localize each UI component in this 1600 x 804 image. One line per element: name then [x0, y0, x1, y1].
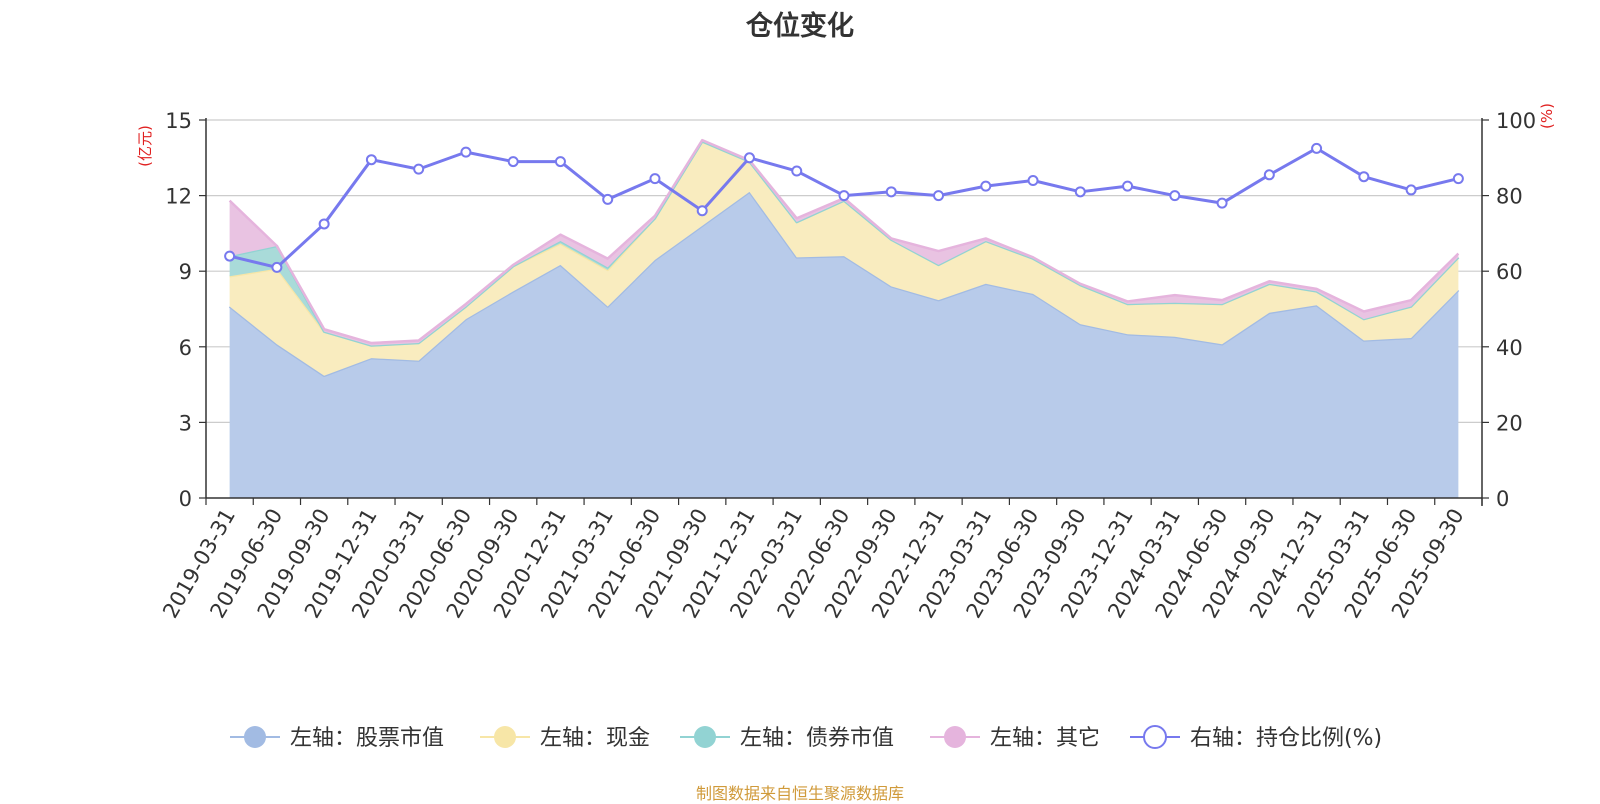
left-axis-label: 0 — [179, 487, 192, 511]
holding-ratio-point — [1074, 186, 1086, 198]
right-axis-label: 100 — [1496, 109, 1536, 133]
holding-ratio-point — [1169, 190, 1181, 202]
legend-marker — [944, 726, 966, 748]
legend-marker — [494, 726, 516, 748]
holding-ratio-point — [554, 156, 566, 168]
holding-ratio-point — [980, 180, 992, 192]
holding-ratio-point — [1452, 173, 1464, 185]
holding-ratio-point — [1311, 142, 1323, 154]
holding-ratio-point — [791, 165, 803, 177]
holding-ratio-point — [649, 173, 661, 185]
chart-title: 仓位变化 — [746, 11, 854, 42]
legend-label: 左轴：债券市值 — [740, 726, 894, 751]
area-左轴：现金 — [229, 141, 1459, 376]
right-axis-label: 80 — [1496, 185, 1523, 209]
holding-ratio-point — [365, 154, 377, 166]
holding-ratio-point — [1263, 169, 1275, 181]
holding-ratio-point — [1122, 180, 1134, 192]
legend-label: 左轴：其它 — [990, 726, 1100, 751]
holding-ratio-point — [1358, 171, 1370, 183]
right-axis-label: 0 — [1496, 487, 1509, 511]
legend-marker — [694, 726, 716, 748]
holding-ratio-point — [885, 186, 897, 198]
holding-ratio-point — [1216, 197, 1228, 209]
legend-label: 左轴：现金 — [540, 726, 650, 751]
left-axis-label: 6 — [179, 336, 192, 360]
right-axis-label: 60 — [1496, 260, 1523, 284]
left-axis-label: 3 — [179, 411, 192, 435]
holding-ratio-point — [460, 146, 472, 158]
data-source-note: 制图数据来自恒生聚源数据库 — [695, 784, 904, 803]
holding-ratio-point — [413, 163, 425, 175]
holding-ratio-point — [743, 152, 755, 164]
legend-marker — [1143, 725, 1167, 749]
right-axis-label: 20 — [1496, 411, 1523, 435]
legend-label: 左轴：股票市值 — [290, 726, 444, 751]
holding-ratio-point — [838, 190, 850, 202]
right-axis-label: 40 — [1496, 336, 1523, 360]
holding-ratio-point — [224, 250, 236, 262]
left-axis-label: 12 — [165, 185, 192, 209]
holding-ratio-point — [1405, 184, 1417, 196]
holding-ratio-point — [271, 261, 283, 273]
left-axis-label: 15 — [165, 109, 192, 133]
legend-marker — [244, 726, 266, 748]
left-axis-label: 9 — [179, 260, 192, 284]
holding-ratio-point — [602, 193, 614, 205]
area-左轴：股票市值 — [229, 191, 1459, 498]
holding-ratio-point — [696, 205, 708, 217]
holding-ratio-point — [933, 190, 945, 202]
left-axis-unit: (亿元) — [136, 125, 154, 167]
holding-ratio-point — [1027, 174, 1039, 186]
holding-ratio-point — [318, 218, 330, 230]
right-axis-unit: (%) — [1538, 103, 1556, 129]
holding-ratio-point — [507, 156, 519, 168]
legend-label: 右轴：持仓比例(%) — [1190, 726, 1382, 751]
